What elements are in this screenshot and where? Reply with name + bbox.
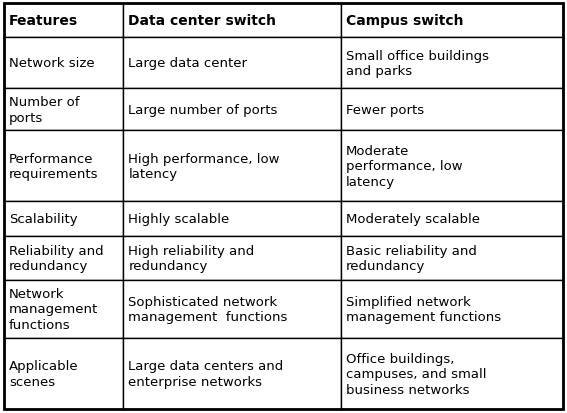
Text: Network
management
functions: Network management functions <box>9 287 98 331</box>
Text: Performance
requirements: Performance requirements <box>9 152 99 180</box>
Text: Number of
ports: Number of ports <box>9 96 79 124</box>
Text: Features: Features <box>9 14 78 28</box>
Bar <box>341 4 563 38</box>
Bar <box>123 131 341 202</box>
Text: Highly scalable: Highly scalable <box>128 213 230 225</box>
Text: Data center switch: Data center switch <box>128 14 276 28</box>
Text: Basic reliability and
redundancy: Basic reliability and redundancy <box>346 244 476 273</box>
Bar <box>341 131 563 202</box>
Bar <box>4 280 123 339</box>
Bar <box>4 4 123 38</box>
Text: Moderate
performance, low
latency: Moderate performance, low latency <box>346 145 462 188</box>
Text: Large data center: Large data center <box>128 57 247 70</box>
Bar <box>123 237 341 280</box>
Text: Moderately scalable: Moderately scalable <box>346 213 480 225</box>
Text: Scalability: Scalability <box>9 213 78 225</box>
Bar <box>341 202 563 237</box>
Bar <box>123 4 341 38</box>
Bar <box>4 339 123 409</box>
Text: Large data centers and
enterprise networks: Large data centers and enterprise networ… <box>128 360 284 388</box>
Bar <box>4 202 123 237</box>
Text: Campus switch: Campus switch <box>346 14 463 28</box>
Text: Network size: Network size <box>9 57 95 70</box>
Bar <box>341 339 563 409</box>
Text: Fewer ports: Fewer ports <box>346 104 424 116</box>
Bar <box>341 89 563 131</box>
Bar <box>4 89 123 131</box>
Text: Applicable
scenes: Applicable scenes <box>9 360 79 388</box>
Bar <box>341 237 563 280</box>
Bar <box>123 339 341 409</box>
Text: Small office buildings
and parks: Small office buildings and parks <box>346 50 489 78</box>
Text: Reliability and
redundancy: Reliability and redundancy <box>9 244 104 273</box>
Bar <box>341 280 563 339</box>
Bar <box>123 89 341 131</box>
Bar <box>341 38 563 89</box>
Text: High reliability and
redundancy: High reliability and redundancy <box>128 244 255 273</box>
Text: Office buildings,
campuses, and small
business networks: Office buildings, campuses, and small bu… <box>346 352 486 396</box>
Text: High performance, low
latency: High performance, low latency <box>128 152 280 180</box>
Bar <box>123 280 341 339</box>
Bar <box>4 237 123 280</box>
Text: Simplified network
management functions: Simplified network management functions <box>346 295 501 323</box>
Bar <box>4 131 123 202</box>
Text: Sophisticated network
management  functions: Sophisticated network management functio… <box>128 295 287 323</box>
Bar <box>4 38 123 89</box>
Bar <box>123 38 341 89</box>
Text: Large number of ports: Large number of ports <box>128 104 278 116</box>
Bar <box>123 202 341 237</box>
